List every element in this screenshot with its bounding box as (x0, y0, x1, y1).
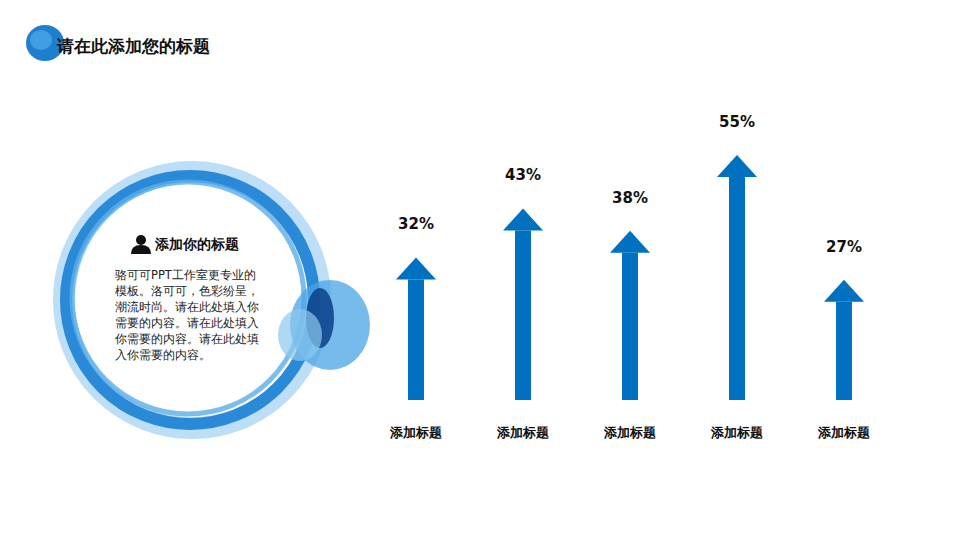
svg-text:添加标题: 添加标题 (496, 425, 549, 440)
html-text:入你需要的内容。: 入你需要的内容。 (115, 348, 211, 362)
svg-text:27%: 27% (826, 238, 862, 256)
svg-text:添加标题: 添加标题 (389, 425, 442, 440)
html-text:请在此添加您的标题: 请在此添加您的标题 (57, 36, 210, 56)
html-text:添加你的标题: 添加你的标题 (155, 236, 239, 252)
svg-text:43%: 43% (505, 166, 541, 184)
svg-text:55%: 55% (719, 113, 755, 131)
html-text:需要的内容。请在此处填入: 需要的内容。请在此处填入 (115, 316, 259, 330)
html-text:骆可可PPT工作室更专业的: 骆可可PPT工作室更专业的 (115, 268, 256, 282)
svg-text:添加标题: 添加标题 (817, 425, 870, 440)
svg-text:38%: 38% (612, 189, 648, 207)
html-text:你需要的内容。请在此处填: 你需要的内容。请在此处填 (115, 332, 259, 346)
html-text:模板。洛可可，色彩纷呈，: 模板。洛可可，色彩纷呈， (115, 284, 259, 298)
svg-text:添加标题: 添加标题 (710, 425, 763, 440)
svg-text:添加标题: 添加标题 (603, 425, 656, 440)
html-text:潮流时尚。请在此处填入你: 潮流时尚。请在此处填入你 (115, 300, 259, 314)
svg-text:32%: 32% (398, 215, 434, 233)
